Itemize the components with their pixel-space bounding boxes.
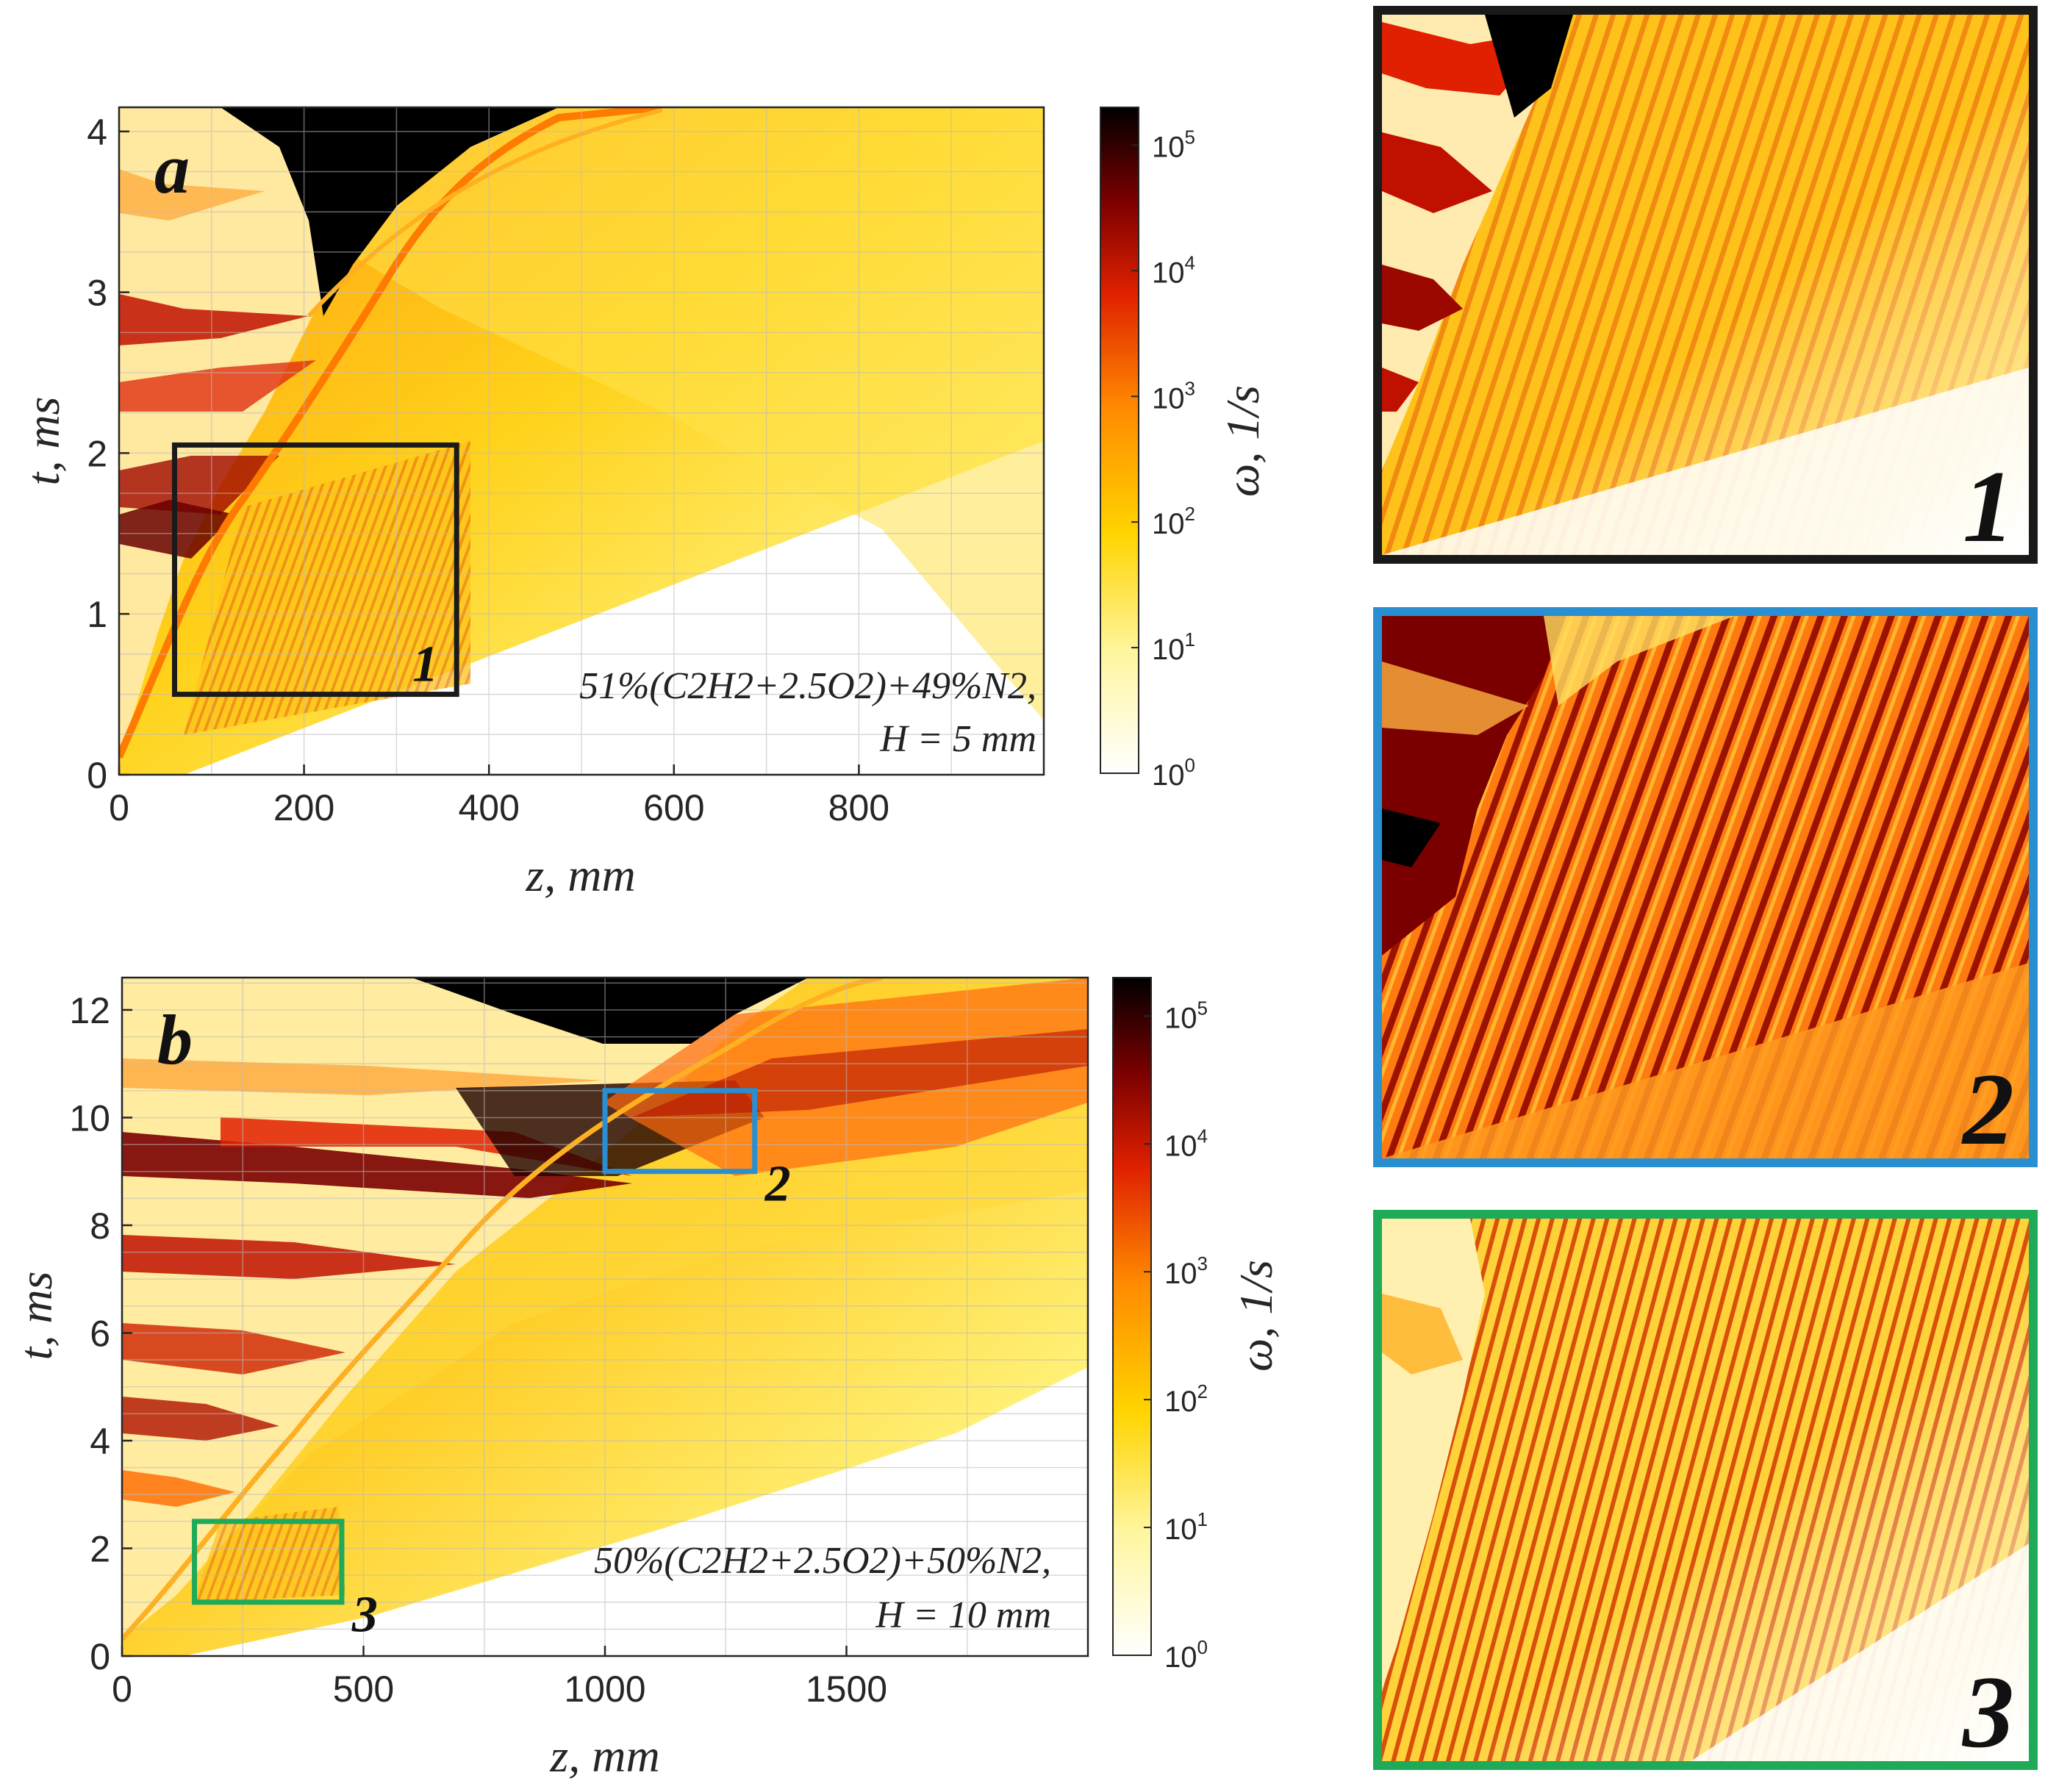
zoom-box-2: [602, 1088, 758, 1175]
y-tick-label: 3: [87, 273, 107, 314]
y-tick-label: 2: [87, 433, 107, 474]
x-tick-label: 400: [458, 787, 519, 828]
colorbar-tick-label: 104: [1152, 251, 1195, 289]
y-tick-label: 8: [90, 1205, 110, 1247]
inset-2-label: 2: [1961, 1053, 2014, 1166]
y-tick-label: 10: [69, 1097, 110, 1139]
y-tick-label: 6: [90, 1313, 110, 1354]
x-tick-label: 1000: [564, 1669, 645, 1710]
inset-3-label: 3: [1961, 1655, 2014, 1769]
colorbar-tick-label: 102: [1152, 503, 1195, 540]
panel-b-ylabel: t, ms: [10, 1272, 62, 1361]
panel-a-colorbar: [1100, 107, 1139, 774]
zoom-box-3: [192, 1519, 345, 1605]
colorbar-tick-label: 100: [1152, 754, 1195, 792]
panel-a-annotation-height: H = 5 mm: [879, 718, 1036, 760]
panel-b-ticks: 0 500 1000 1500 0 2 4 6 8 10 12: [69, 990, 887, 1710]
colorbar-tick-label: 100: [1164, 1636, 1208, 1674]
inset-2-frame: [1373, 607, 2038, 1167]
y-tick-label: 0: [87, 755, 107, 796]
panel-a-label: a: [154, 129, 190, 208]
panel-b-annotation-mixture: 50%(C2H2+2.5O2)+50%N2,: [594, 1540, 1051, 1582]
inset-1-label: 1: [1963, 450, 2014, 564]
inset-3-frame: [1373, 1210, 2038, 1770]
colorbar-tick-label: 101: [1152, 628, 1195, 666]
panel-a: 0 200 400 600 800 0 1 2 3 4 a 1 51%(C2H2+2.5O2)+4…: [17, 106, 1269, 901]
panel-b-xlabel: z, mm: [549, 1730, 659, 1782]
zoom-box-1: [171, 442, 459, 698]
panel-b-colorbar-ticks: 100 101 102 103 104 105: [1144, 997, 1208, 1674]
panel-a-colorbar-label: ω, 1/s: [1217, 385, 1269, 497]
x-tick-label: 200: [273, 787, 334, 828]
panel-a-colorbar-ticks: 100 101 102 103 104 105: [1131, 126, 1195, 792]
inset-1: 1: [1373, 6, 2038, 564]
zoom-box-1-label: 1: [412, 637, 438, 693]
x-tick-label: 600: [643, 787, 704, 828]
panel-a-ylabel: t, ms: [17, 397, 69, 486]
y-tick-label: 4: [87, 112, 107, 153]
x-tick-label: 0: [112, 1669, 132, 1710]
colorbar-tick-label: 103: [1152, 377, 1195, 415]
inset-3: 3: [1373, 1210, 2038, 1770]
panel-b-label: b: [157, 1000, 193, 1079]
panel-a-annotation-mixture: 51%(C2H2+2.5O2)+49%N2,: [579, 665, 1036, 707]
x-tick-label: 500: [333, 1669, 394, 1710]
panel-a-ticks: 0 200 400 600 800 0 1 2 3 4: [87, 112, 889, 828]
colorbar-tick-label: 102: [1164, 1380, 1208, 1418]
x-tick-label: 0: [109, 787, 129, 828]
panel-b-colorbar: [1112, 977, 1152, 1656]
colorbar-tick-label: 105: [1152, 126, 1195, 163]
x-tick-label: 800: [828, 787, 889, 828]
colorbar-tick-label: 103: [1164, 1252, 1208, 1290]
panel-a-heatmap: [119, 107, 1044, 775]
panel-a-xlabel: z, mm: [525, 849, 635, 901]
y-tick-label: 1: [87, 594, 107, 635]
panel-a-axes-frame: [118, 106, 1045, 776]
y-tick-label: 4: [90, 1421, 110, 1462]
zoom-box-2-label: 2: [764, 1156, 791, 1213]
y-tick-label: 0: [90, 1636, 110, 1677]
y-tick-label: 2: [90, 1528, 110, 1569]
colorbar-tick-label: 105: [1164, 997, 1208, 1034]
y-tick-label: 12: [69, 990, 110, 1031]
inset-2: 2: [1373, 607, 2038, 1167]
colorbar-tick-label: 101: [1164, 1508, 1208, 1546]
panel-b: 0 500 1000 1500 0 2 4 6 8 10 12 b 2 3 50%(C2H2+2.5…: [10, 976, 1282, 1782]
panel-b-colorbar-label: ω, 1/s: [1230, 1260, 1282, 1372]
inset-1-frame: [1373, 6, 2038, 564]
zoom-box-3-label: 3: [351, 1587, 378, 1644]
panel-b-annotation-height: H = 10 mm: [875, 1594, 1051, 1636]
x-tick-label: 1500: [806, 1669, 887, 1710]
colorbar-tick-label: 104: [1164, 1125, 1208, 1162]
